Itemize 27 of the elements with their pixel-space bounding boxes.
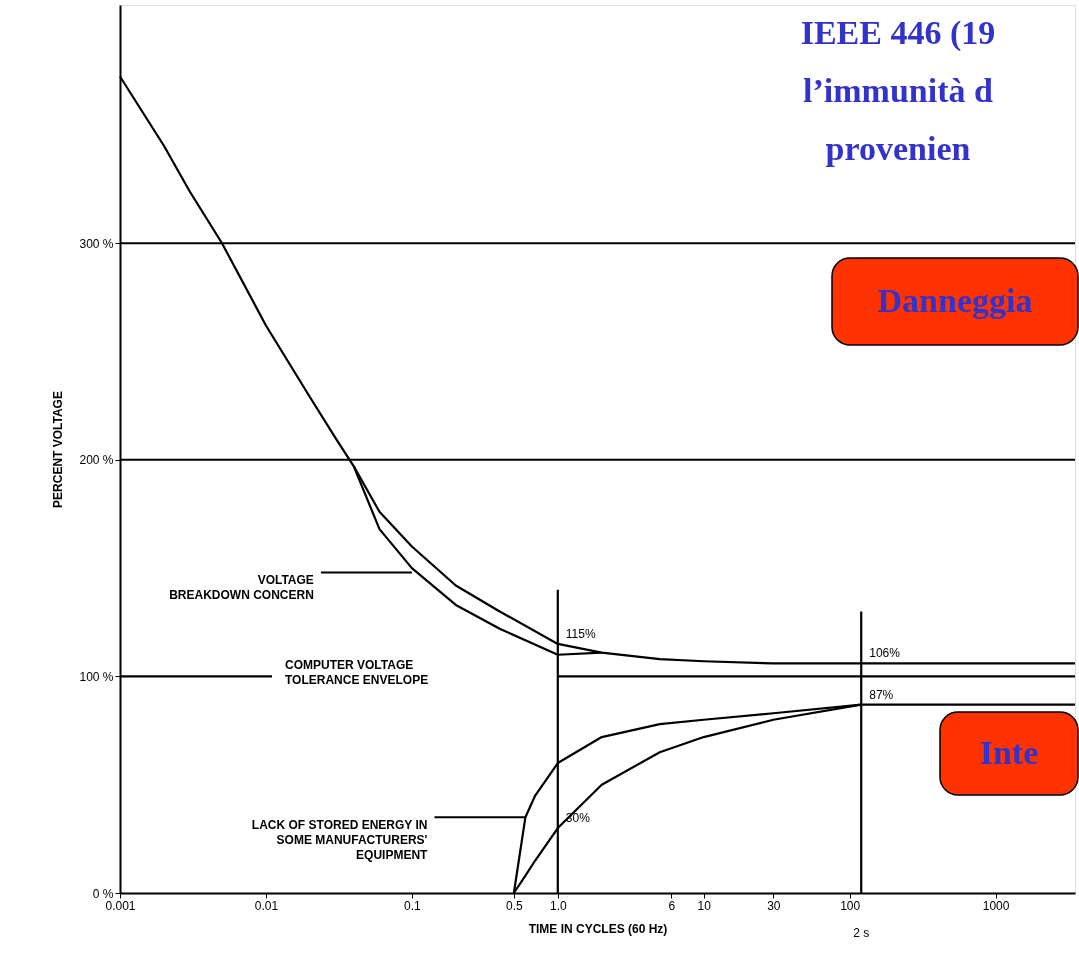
x-tick-label: 10 <box>697 898 712 913</box>
y-tick-label: 100 % <box>79 669 114 684</box>
annotation: LACK OF STORED ENERGY IN SOME MANUFACTURERS' EQUIPMENT <box>251 818 429 863</box>
annotation: 115% <box>565 626 596 641</box>
x-tick-label: 30 <box>767 898 781 913</box>
x-tick-label: 0.01 <box>254 898 279 913</box>
y-tick-label: 200 % <box>79 453 114 468</box>
x-tick-label: 0.5 <box>506 898 524 913</box>
x-axis-title: TIME IN CYCLES (60 Hz) <box>528 921 668 936</box>
y-tick-label: 0 % <box>92 886 114 901</box>
text: IEEE 446 (19 l’immunità d provenien <box>800 14 996 167</box>
x-tick-label: 0.1 <box>404 898 422 913</box>
x-tick-label: 100 <box>840 898 861 913</box>
y-tick-label: 300 % <box>79 236 114 251</box>
x-tick-label: 6 <box>668 898 676 913</box>
annotation: COMPUTER VOLTAGE TOLERANCE ENVELOPE <box>285 658 429 687</box>
x-tick-label: 1000 <box>982 898 1010 913</box>
annotation: 106% <box>869 646 901 661</box>
x-tick-label: 0.001 <box>105 898 136 913</box>
annotation: 87% <box>869 687 894 702</box>
annotation: Inte <box>979 733 1039 771</box>
annotation: Danneggia <box>877 281 1033 319</box>
x-tick-label: 1.0 <box>549 898 567 913</box>
annotation: 30% <box>565 811 591 826</box>
y-axis-title: PERCENT VOLTAGE <box>51 391 66 508</box>
annotation: 2 s <box>853 926 870 940</box>
annotation: VOLTAGE BREAKDOWN CONCERN <box>169 573 314 603</box>
